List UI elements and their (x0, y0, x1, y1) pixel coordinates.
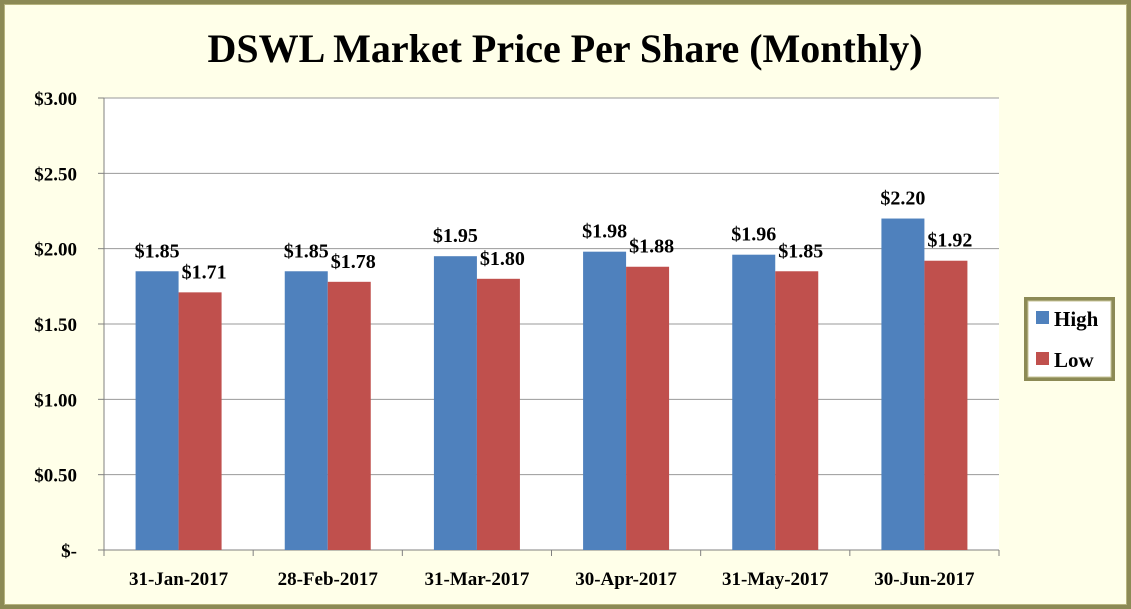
data-label-low: $1.85 (778, 240, 823, 262)
data-label-high: $1.95 (433, 225, 478, 247)
data-label-high: $2.20 (880, 188, 925, 210)
bar-low (178, 292, 222, 550)
legend-swatch-high (1036, 311, 1049, 324)
x-tick-label: 30-Jun-2017 (874, 569, 975, 590)
bar-low (626, 266, 670, 550)
bar-high (732, 254, 776, 550)
legend-label-low: Low (1054, 348, 1095, 372)
bar-low (327, 281, 371, 550)
y-tick-label: $1.00 (34, 390, 77, 411)
legend-swatch-low (1036, 352, 1049, 365)
bar-high (583, 251, 627, 550)
x-tick-label: 28-Feb-2017 (278, 569, 379, 590)
bar-low (476, 278, 520, 550)
data-label-high: $1.96 (731, 224, 776, 246)
y-tick-label: $2.00 (34, 240, 77, 261)
y-tick-label: $3.00 (34, 89, 77, 110)
chart-title: DSWL Market Price Per Share (Monthly) (207, 26, 922, 71)
bar-high (881, 218, 925, 551)
y-tick-label: $2.50 (34, 164, 77, 185)
y-tick-label: $1.50 (34, 315, 77, 336)
data-label-high: $1.85 (284, 240, 329, 262)
legend-label-high: High (1054, 307, 1099, 331)
data-label-low: $1.88 (629, 236, 674, 258)
x-tick-label: 31-Mar-2017 (425, 569, 530, 590)
data-label-high: $1.85 (135, 240, 180, 262)
data-label-low: $1.78 (331, 251, 376, 273)
data-label-low: $1.80 (480, 248, 525, 270)
data-label-high: $1.98 (582, 221, 627, 243)
bar-high (284, 271, 328, 550)
x-tick-label: 31-May-2017 (722, 569, 829, 590)
y-tick-label: $- (61, 541, 77, 562)
x-tick-label: 31-Jan-2017 (129, 569, 229, 590)
data-label-low: $1.71 (182, 261, 227, 283)
data-label-low: $1.92 (927, 230, 972, 252)
bar-low (924, 260, 968, 550)
bar-high (135, 271, 179, 550)
bar-low (775, 271, 819, 550)
x-tick-label: 30-Apr-2017 (575, 569, 677, 590)
bar-high (433, 256, 477, 550)
y-tick-label: $0.50 (34, 466, 77, 487)
